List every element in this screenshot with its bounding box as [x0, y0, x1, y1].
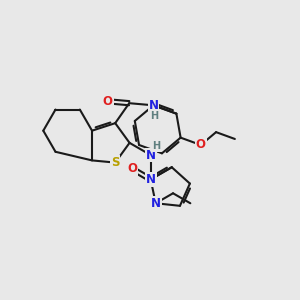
Text: N: N: [146, 173, 156, 186]
Text: O: O: [127, 162, 137, 175]
Text: H: H: [152, 141, 160, 151]
Text: O: O: [103, 95, 113, 108]
Text: O: O: [196, 139, 206, 152]
Text: S: S: [111, 156, 119, 169]
Text: N: N: [146, 148, 156, 162]
Text: N: N: [148, 99, 158, 112]
Text: H: H: [150, 110, 158, 121]
Text: N: N: [151, 197, 161, 210]
